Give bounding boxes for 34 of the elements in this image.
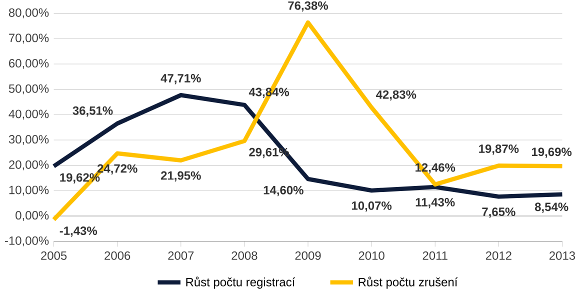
data-label: 47,71% xyxy=(160,74,201,84)
legend-label: Růst počtu registrací xyxy=(186,276,296,289)
y-tick-label: 20,00% xyxy=(9,160,49,170)
y-tick-label: 50,00% xyxy=(8,84,49,94)
data-label: 21,95% xyxy=(160,172,201,182)
data-label: 7,65% xyxy=(482,208,516,218)
data-label: 42,83% xyxy=(376,90,416,101)
y-tick-label: 60,00% xyxy=(9,59,49,70)
data-label: 19,87% xyxy=(479,144,519,155)
x-tick-label: 2009 xyxy=(295,252,321,260)
data-label: 10,07% xyxy=(352,202,392,212)
y-tick-label: 40,00% xyxy=(8,110,49,120)
data-label: 11,43% xyxy=(416,198,455,208)
data-label: -1,43% xyxy=(60,226,98,237)
data-label: 14,60% xyxy=(264,186,304,196)
y-tick-label: 0,00% xyxy=(16,211,49,222)
x-tick-label: 2010 xyxy=(358,252,384,260)
y-tick-label: 70,00% xyxy=(9,34,49,44)
x-tick-label: 2005 xyxy=(41,252,67,260)
x-tick-label: 2008 xyxy=(232,252,258,260)
x-tick-label: 2011 xyxy=(422,252,448,260)
x-tick-label: 2012 xyxy=(486,252,512,260)
legend-label: Růst počtu zrušení xyxy=(358,276,458,289)
x-tick-label: 2006 xyxy=(104,252,130,260)
y-tick-label: 30,00% xyxy=(8,135,49,146)
y-tick-label: -10,00% xyxy=(4,236,49,246)
x-tick-label: 2007 xyxy=(168,252,194,260)
y-tick-label: 80,00% xyxy=(8,8,49,18)
y-tick-label: 10,00% xyxy=(9,186,49,196)
data-label: 19,69% xyxy=(532,148,572,158)
data-label: 36,51% xyxy=(72,106,113,117)
x-tick-label: 2013 xyxy=(549,252,576,260)
data-label: 76,38% xyxy=(288,2,328,12)
data-label: 8,54% xyxy=(534,202,568,214)
